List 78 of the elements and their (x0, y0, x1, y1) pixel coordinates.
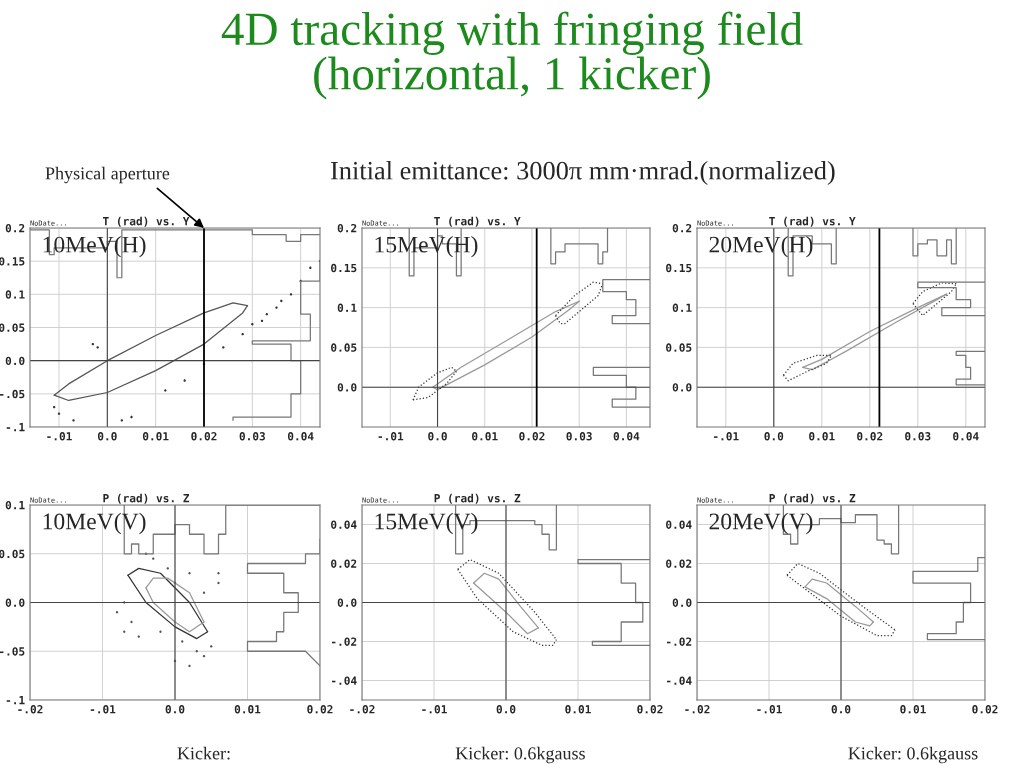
x-tick-label: 0.02 (519, 432, 545, 441)
x-tick-label: -.01 (714, 432, 739, 441)
y-tick-label: -.1 (6, 696, 25, 705)
x-tick-label: 0.02 (972, 705, 998, 714)
y-tick-label: -.05 (0, 647, 25, 656)
chart-title: P (rad) vs. Z (434, 493, 521, 504)
x-tick-label: -.02 (18, 705, 43, 714)
y-tick-label: 0.0 (672, 598, 692, 607)
text: Kicker: (177, 746, 230, 760)
x-tick-label: 0.04 (613, 432, 640, 441)
y-tick-label: 0.1 (5, 290, 25, 299)
x-tick-label: 0.02 (637, 705, 663, 714)
x-tick-label: 0.02 (307, 705, 333, 714)
x-tick-label: 0.01 (809, 432, 835, 441)
y-tick-label: 0.2 (672, 223, 692, 233)
y-tick-label: 0.05 (0, 323, 25, 332)
y-tick-label: -.02 (667, 637, 692, 646)
y-tick-label: 0.1 (672, 303, 692, 312)
x-tick-label: 0.02 (857, 432, 883, 441)
y-tick-label: 0.2 (337, 223, 357, 233)
y-tick-label: 0.02 (666, 559, 692, 568)
x-tick-label: 0.04 (953, 432, 979, 441)
x-tick-label: 0.01 (234, 705, 261, 714)
chart-title: P (rad) vs. Z (769, 493, 856, 504)
y-tick-label: 0.2 (5, 223, 25, 233)
annotation: 10MeV(V) (43, 512, 146, 535)
x-tick-label: -.02 (685, 705, 710, 714)
x-tick-label: 0.0 (496, 705, 516, 714)
y-tick-label: 0.02 (331, 559, 357, 568)
x-tick-label: 0.01 (142, 432, 169, 441)
y-tick-label: 0.1 (337, 303, 357, 312)
y-tick-label: -.04 (667, 676, 692, 685)
x-tick-label: 0.01 (472, 432, 498, 441)
x-tick-label: 0.03 (566, 432, 592, 441)
x-tick-label: 0.04 (287, 432, 314, 441)
x-tick-label: -.01 (90, 705, 116, 714)
y-tick-label: 0.0 (5, 356, 25, 366)
chart-title: T (rad) vs. Y (103, 216, 190, 227)
x-tick-label: 0.0 (831, 705, 851, 714)
x-tick-label: 0.0 (428, 432, 447, 441)
x-tick-label: 0.0 (764, 432, 784, 441)
ref-line-label: Physical aperture (45, 166, 170, 184)
y-tick-label: 0.05 (0, 549, 25, 559)
y-tick-label: 0.0 (337, 598, 357, 607)
y-tick-label: 0.15 (331, 263, 357, 273)
y-tick-label: -.02 (332, 637, 357, 646)
text: Kicker: 0.6kgauss (848, 746, 978, 764)
x-tick-label: -.02 (350, 705, 375, 714)
x-tick-label: 0.02 (191, 432, 217, 441)
y-tick-label: 0.15 (0, 257, 25, 266)
chart-title: T (rad) vs. Y (769, 216, 856, 227)
y-tick-label: 0.05 (666, 343, 692, 352)
y-tick-label: -.04 (332, 676, 357, 685)
x-tick-label: 0.03 (239, 432, 265, 441)
x-tick-label: 0.03 (905, 432, 931, 441)
text: Kicker: 0.6kgauss (455, 746, 585, 764)
y-tick-label: 0.04 (666, 520, 692, 529)
x-tick-label: 0.01 (565, 705, 591, 714)
chart-title: P (rad) vs. Z (103, 493, 190, 504)
y-tick-label: 0.0 (5, 598, 25, 607)
x-tick-label: -.01 (757, 705, 782, 714)
x-tick-label: 0.0 (97, 432, 117, 441)
x-tick-label: -.01 (422, 705, 447, 714)
x-tick-label: -.01 (378, 432, 404, 441)
y-tick-label: 0.1 (5, 500, 25, 510)
text: 4D tracking with fringing field (horizontal, 1 kicker) (221, 11, 803, 100)
x-tick-label: -.01 (47, 432, 72, 441)
x-tick-label: 0.0 (165, 705, 185, 714)
chart-title: T (rad) vs. Y (434, 216, 521, 227)
y-tick-label: 0.04 (331, 520, 357, 529)
y-tick-label: -.1 (6, 423, 25, 432)
y-tick-label: 0.15 (666, 263, 692, 273)
y-tick-label: 0.0 (672, 383, 692, 392)
y-tick-label: 0.05 (331, 343, 357, 352)
x-tick-label: 0.01 (900, 705, 926, 714)
text: Initial emittance: 3000π mm·mrad.(normalized) (330, 161, 835, 185)
y-tick-label: -.05 (0, 389, 25, 399)
y-tick-label: 0.0 (337, 383, 357, 392)
